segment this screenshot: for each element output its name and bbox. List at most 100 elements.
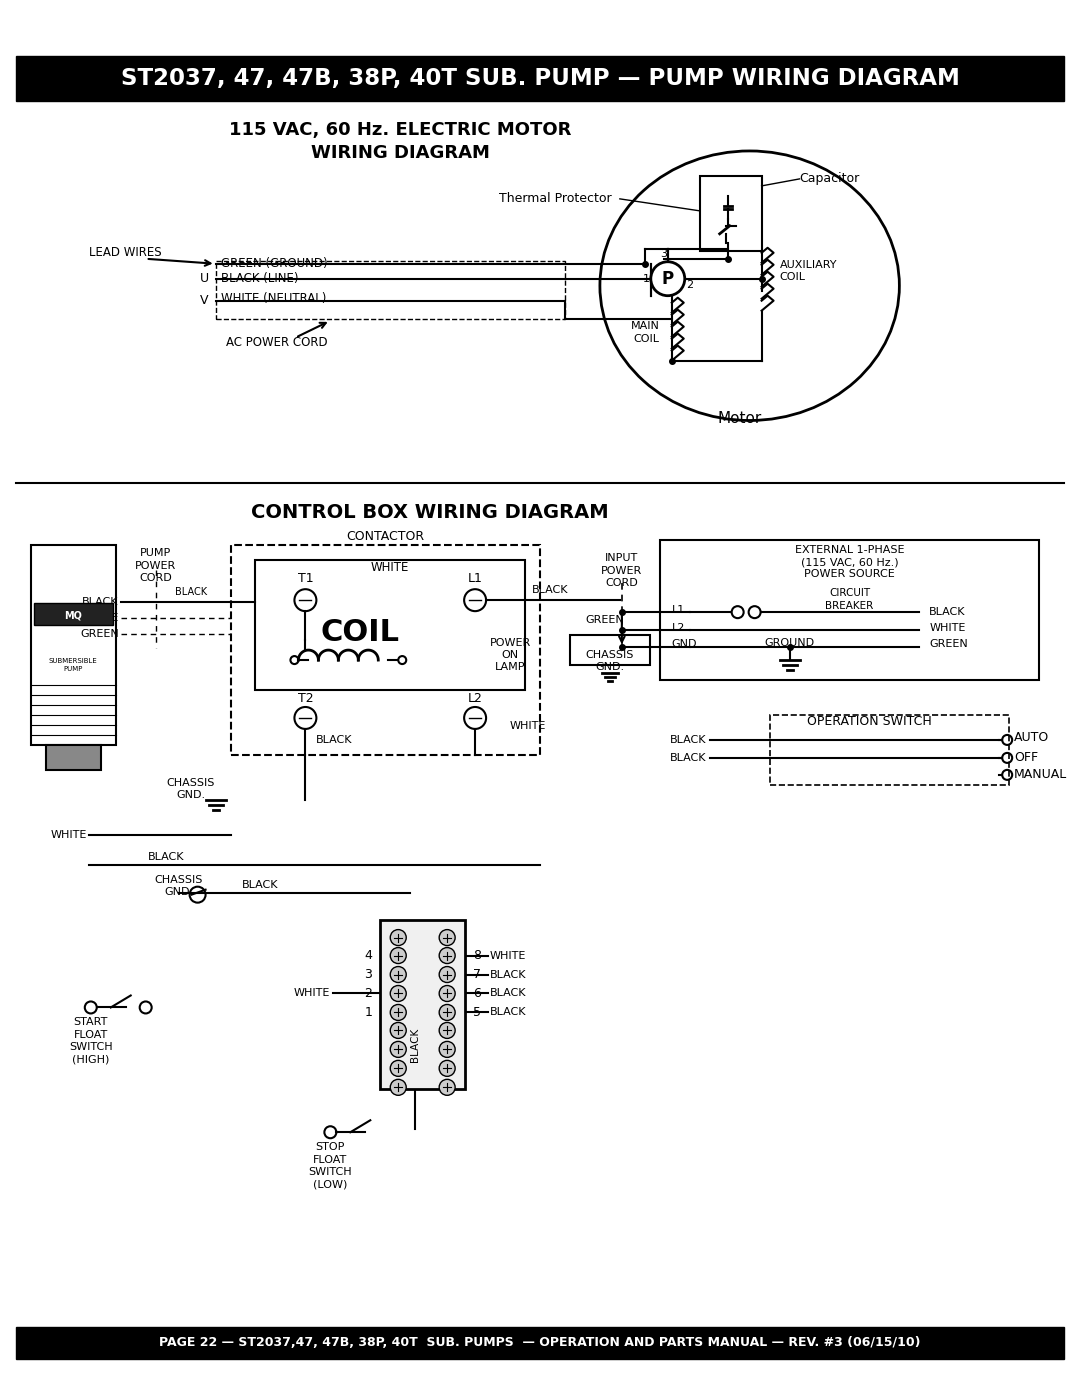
Text: AUTO: AUTO — [1014, 732, 1050, 745]
Bar — [16, 56, 1064, 101]
Bar — [33, 604, 112, 624]
Text: Motor: Motor — [717, 411, 761, 426]
Text: 3: 3 — [660, 249, 667, 258]
Circle shape — [390, 947, 406, 964]
Text: SUBMERSIBLE
PUMP: SUBMERSIBLE PUMP — [49, 658, 97, 672]
Text: U: U — [200, 272, 208, 285]
Text: AC POWER CORD: AC POWER CORD — [226, 337, 327, 349]
Text: OFF: OFF — [1014, 752, 1038, 764]
Circle shape — [390, 929, 406, 946]
Bar — [380, 919, 465, 1090]
Text: CHASSIS
GND.: CHASSIS GND. — [585, 650, 634, 672]
Text: AUXILIARY
COIL: AUXILIARY COIL — [780, 260, 837, 282]
Bar — [216, 261, 565, 319]
Text: BLACK: BLACK — [670, 735, 706, 745]
Text: 2: 2 — [686, 279, 693, 289]
Text: BLACK (LINE): BLACK (LINE) — [220, 272, 298, 285]
Circle shape — [390, 985, 406, 1002]
Text: GREEN: GREEN — [80, 629, 119, 638]
Text: GREEN: GREEN — [585, 615, 624, 624]
Circle shape — [390, 967, 406, 982]
Bar — [256, 560, 525, 690]
Circle shape — [440, 1080, 455, 1095]
Text: LEAD WIRES: LEAD WIRES — [89, 246, 161, 260]
Text: WHITE: WHITE — [51, 830, 87, 840]
Text: BLACK: BLACK — [490, 970, 527, 979]
Text: BLACK: BLACK — [242, 880, 279, 890]
Text: OPERATION SWITCH: OPERATION SWITCH — [807, 715, 932, 728]
Text: 8: 8 — [473, 949, 481, 963]
Text: EXTERNAL 1-PHASE: EXTERNAL 1-PHASE — [795, 545, 904, 555]
Text: STOP
FLOAT
SWITCH
(LOW): STOP FLOAT SWITCH (LOW) — [309, 1143, 352, 1189]
Text: (115 VAC, 60 Hz.): (115 VAC, 60 Hz.) — [800, 557, 899, 567]
Bar — [31, 545, 116, 745]
Text: T2: T2 — [298, 692, 313, 704]
Text: L1: L1 — [468, 571, 483, 585]
Text: GREEN (GROUND): GREEN (GROUND) — [220, 257, 327, 270]
Text: 3: 3 — [364, 968, 373, 981]
Text: INPUT
POWER
CORD: INPUT POWER CORD — [602, 553, 643, 588]
Text: L2: L2 — [468, 692, 483, 704]
Text: GND: GND — [672, 638, 698, 650]
Bar — [230, 545, 540, 754]
Circle shape — [440, 947, 455, 964]
Circle shape — [440, 1004, 455, 1020]
Text: 6: 6 — [473, 988, 481, 1000]
Text: GREEN: GREEN — [929, 638, 968, 650]
Text: 4: 4 — [364, 949, 373, 963]
Text: Thermal Protector: Thermal Protector — [499, 193, 611, 205]
Text: WHITE: WHITE — [510, 721, 546, 731]
Text: T1: T1 — [298, 571, 313, 585]
Circle shape — [440, 929, 455, 946]
Text: COIL: COIL — [321, 617, 400, 647]
Text: MQ: MQ — [64, 610, 82, 620]
Text: WHITE: WHITE — [372, 560, 409, 574]
Text: WHITE: WHITE — [82, 613, 119, 623]
Text: L1: L1 — [672, 605, 685, 615]
Text: PUMP
POWER
CORD: PUMP POWER CORD — [135, 548, 176, 583]
Text: CONTROL BOX WIRING DIAGRAM: CONTROL BOX WIRING DIAGRAM — [252, 503, 609, 522]
Text: BLACK: BLACK — [175, 587, 206, 597]
Text: CIRCUIT
BREAKER: CIRCUIT BREAKER — [825, 588, 874, 610]
Text: POWER
ON
LAMP: POWER ON LAMP — [489, 637, 530, 672]
Text: WHITE (NEUTRAL): WHITE (NEUTRAL) — [220, 292, 326, 305]
Bar — [770, 715, 1009, 785]
Text: CONTACTOR: CONTACTOR — [347, 531, 424, 543]
Bar — [660, 541, 1039, 680]
Text: 1: 1 — [364, 1006, 373, 1018]
Text: V: V — [200, 295, 208, 307]
Circle shape — [440, 1023, 455, 1038]
Text: BLACK: BLACK — [490, 1007, 527, 1017]
Text: CHASSIS
GND.: CHASSIS GND. — [154, 875, 203, 897]
Text: WIRING DIAGRAM: WIRING DIAGRAM — [311, 144, 489, 162]
Text: ST2037, 47, 47B, 38P, 40T SUB. PUMP — PUMP WIRING DIAGRAM: ST2037, 47, 47B, 38P, 40T SUB. PUMP — PU… — [121, 67, 959, 89]
Text: WHITE: WHITE — [490, 950, 526, 961]
Circle shape — [440, 1060, 455, 1076]
Bar — [570, 636, 650, 665]
Text: BLACK: BLACK — [410, 1027, 420, 1062]
Text: 7: 7 — [473, 968, 481, 981]
Text: BLACK: BLACK — [315, 735, 352, 745]
Text: P: P — [662, 270, 674, 288]
Text: BLACK: BLACK — [82, 597, 119, 608]
Text: 5: 5 — [473, 1006, 481, 1018]
Text: L2: L2 — [672, 623, 685, 633]
Text: WHITE: WHITE — [929, 623, 966, 633]
Text: 1: 1 — [643, 274, 650, 284]
Text: Capacitor: Capacitor — [799, 172, 860, 186]
Text: BLACK: BLACK — [147, 852, 184, 862]
Circle shape — [440, 985, 455, 1002]
Text: GROUND: GROUND — [765, 638, 814, 648]
Circle shape — [651, 261, 685, 296]
Text: BLACK: BLACK — [490, 989, 527, 999]
Text: MANUAL: MANUAL — [1014, 768, 1067, 781]
Text: 2: 2 — [364, 988, 373, 1000]
Text: 115 VAC, 60 Hz. ELECTRIC MOTOR: 115 VAC, 60 Hz. ELECTRIC MOTOR — [229, 122, 571, 140]
Circle shape — [390, 1041, 406, 1058]
Text: MAIN
COIL: MAIN COIL — [631, 321, 660, 344]
Text: START
FLOAT
SWITCH
(HIGH): START FLOAT SWITCH (HIGH) — [69, 1017, 112, 1065]
Bar — [16, 1327, 1064, 1359]
Text: POWER SOURCE: POWER SOURCE — [805, 569, 895, 580]
Text: BLACK: BLACK — [670, 753, 706, 763]
Circle shape — [390, 1080, 406, 1095]
